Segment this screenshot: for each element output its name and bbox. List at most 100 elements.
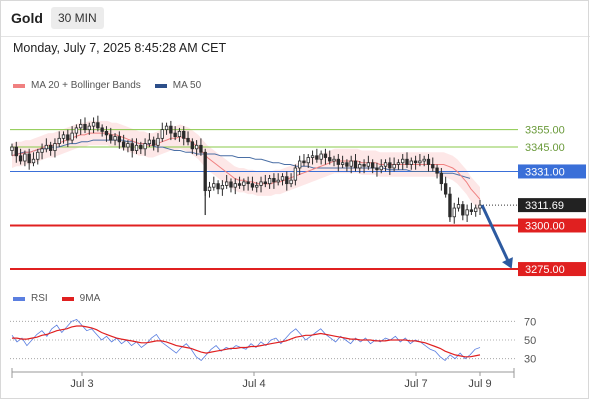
ma50-legend-label: MA 50: [172, 80, 202, 91]
candle-body: [74, 127, 79, 134]
candle-body: [413, 160, 418, 164]
ma20-legend-label: MA 20 + Bollinger Bands: [31, 80, 141, 91]
candle-body: [422, 158, 426, 162]
candle-body: [79, 124, 83, 129]
candle-body: [40, 148, 44, 153]
candle-body: [336, 158, 340, 165]
candle-body: [18, 155, 23, 162]
candle-body: [190, 141, 195, 150]
candle-body: [456, 204, 461, 209]
candle-body: [121, 141, 126, 148]
candle-body: [306, 157, 310, 164]
candle-body: [388, 162, 392, 169]
candle-body: [276, 179, 280, 183]
candle-body: [147, 139, 152, 144]
candle-body: [315, 155, 319, 160]
ma20-swatch: [13, 83, 25, 88]
candle-body: [53, 143, 57, 151]
candle-body: [126, 143, 130, 148]
candle-body: [246, 181, 250, 185]
candle-body: [383, 162, 388, 167]
candle-body: [134, 144, 139, 151]
candle-body: [340, 162, 345, 165]
candle-body: [426, 158, 431, 165]
forecast-arrowhead: [502, 257, 513, 269]
level-box-3311.69: [518, 198, 586, 213]
candle-body: [173, 132, 177, 138]
rsi-swatch: [13, 296, 25, 301]
rsi-legend-label: RSI: [31, 293, 48, 304]
candle-body: [242, 181, 246, 186]
forecast-arrow: [480, 204, 512, 266]
level-label-3275.00: 3275.00: [525, 264, 565, 276]
level-label-3345.00: 3345.00: [525, 142, 565, 154]
candle-body: [461, 204, 465, 216]
candle-body: [23, 153, 27, 162]
candle-body: [405, 158, 409, 165]
candle-body: [478, 204, 482, 209]
candle-body: [31, 158, 36, 164]
candle-body: [61, 134, 66, 139]
x-tick-label: Jul 4: [242, 378, 265, 390]
candle-body: [443, 183, 448, 195]
candle-body: [418, 160, 422, 164]
x-tick-label: Jul 7: [404, 378, 427, 390]
candle-body: [310, 155, 315, 158]
rsi-series-rsi: [11, 319, 481, 362]
interval-badge[interactable]: 30 MIN: [51, 7, 104, 29]
candle-body: [379, 165, 383, 171]
candle-body: [156, 137, 160, 146]
candle-body: [109, 134, 113, 141]
candle-body: [36, 151, 40, 160]
candle-body: [169, 125, 173, 134]
rsi-series-9ma: [12, 325, 481, 358]
candle-body: [229, 181, 233, 188]
candle-body: [358, 164, 362, 169]
ma50-swatch: [154, 83, 167, 88]
candle-body: [328, 157, 332, 162]
candle-body: [143, 143, 147, 150]
candle-body: [370, 162, 375, 169]
candle-body: [113, 136, 117, 141]
candle-body: [255, 184, 259, 188]
candle-body: [130, 143, 134, 151]
candle-body: [10, 146, 14, 151]
candle-body: [44, 144, 49, 150]
candle-body: [139, 144, 143, 150]
ma9-legend-label: 9MA: [79, 293, 101, 304]
chart-datetime: Monday, July 7, 2025 8:45:28 AM CET: [13, 41, 227, 55]
candle-body: [323, 153, 328, 158]
candle-body: [250, 183, 255, 188]
candle-body: [319, 153, 323, 160]
candle-body: [96, 122, 100, 129]
rsi-tick-50: 50: [524, 335, 536, 347]
candle-body: [272, 178, 276, 183]
candle-body: [452, 207, 456, 218]
candle-body: [160, 129, 164, 139]
candle-body: [152, 139, 156, 146]
candle-body: [91, 122, 96, 127]
candle-body: [199, 144, 203, 153]
level-box-3331.00: [518, 164, 586, 179]
candle-body: [186, 137, 190, 143]
rsi-tick-30: 30: [524, 354, 536, 366]
top-bar: Gold 30 MIN: [0, 0, 590, 37]
candle-body: [362, 164, 366, 167]
candle-body: [469, 209, 474, 212]
candle-body: [27, 153, 31, 164]
candle-body: [83, 124, 87, 131]
level-label-3300.00: 3300.00: [525, 220, 565, 232]
candle-body: [66, 134, 70, 141]
candle-body: [70, 132, 74, 141]
candle-body: [220, 184, 225, 190]
candle-body: [177, 130, 182, 138]
x-tick-label: Jul 9: [468, 378, 491, 390]
candle-body: [100, 127, 104, 132]
candle-body: [439, 172, 444, 185]
candle-body: [212, 183, 216, 188]
candle-body: [216, 183, 220, 190]
candle-body: [297, 160, 302, 169]
candle-body: [431, 164, 435, 169]
candle-body: [207, 186, 212, 192]
